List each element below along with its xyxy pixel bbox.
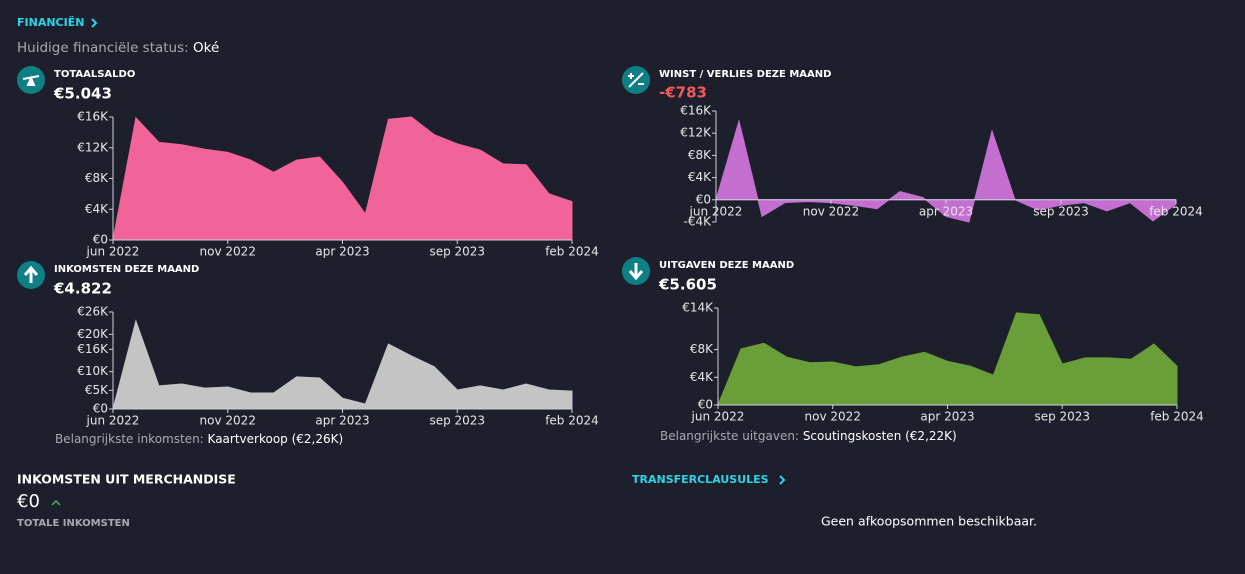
y-tick-label: €0 xyxy=(696,192,711,206)
area xyxy=(112,116,573,241)
note-label: Belangrijkste inkomsten: xyxy=(55,432,204,446)
chart-title: WINST / VERLIES DEZE MAAND xyxy=(659,69,831,80)
y-tick-label: €12K xyxy=(680,126,712,140)
y-tick-label: €16K xyxy=(77,342,109,356)
x-tick-label: jun 2022 xyxy=(691,410,745,424)
y-tick-label: €20K xyxy=(77,327,109,341)
y-tick-label: €14K xyxy=(682,301,714,315)
y-tick-label: €4K xyxy=(85,202,109,216)
x-tick-label: jun 2022 xyxy=(86,414,140,428)
x-tick-label: apr 2023 xyxy=(920,410,974,424)
x-tick-label: nov 2022 xyxy=(805,410,861,424)
icons xyxy=(17,66,650,289)
x-tick-label: apr 2023 xyxy=(315,245,369,259)
x-tick-label: nov 2022 xyxy=(200,414,256,428)
y-tick-label: €8K xyxy=(688,148,712,162)
x-tick-label: apr 2023 xyxy=(315,414,369,428)
y-tick-label: €0 xyxy=(93,233,108,247)
y-tick-label: €4K xyxy=(690,370,714,384)
x-tick-label: feb 2024 xyxy=(1150,410,1204,424)
x-tick-label: nov 2022 xyxy=(803,204,859,218)
headline-value: €5.043 xyxy=(53,85,112,103)
y-tick-label: €4K xyxy=(688,170,712,184)
area xyxy=(717,312,1178,406)
headline-value: -€783 xyxy=(659,84,707,102)
x-tick-label: feb 2024 xyxy=(1149,204,1203,218)
y-tick-label: €0 xyxy=(93,402,108,416)
note-label: Belangrijkste uitgaven: xyxy=(660,429,799,443)
icon-glyph xyxy=(628,72,644,88)
x-tick-label: jun 2022 xyxy=(689,204,743,218)
x-tick-label: sep 2023 xyxy=(429,414,485,428)
note-value: Kaartverkoop (€2,26K) xyxy=(208,432,344,446)
x-tick-label: jun 2022 xyxy=(86,245,140,259)
merch-value: €0 xyxy=(17,491,40,512)
y-tick-label: €5K xyxy=(85,383,109,397)
x-tick-label: sep 2023 xyxy=(1033,204,1089,218)
status-label: Huidige financiële status: xyxy=(17,40,189,56)
chevron[interactable] xyxy=(779,475,786,485)
status-value: Oké xyxy=(193,40,219,56)
x-tick-label: feb 2024 xyxy=(545,245,599,259)
y-tick-label: €0 xyxy=(698,398,713,412)
chevron[interactable] xyxy=(91,18,98,28)
empty-message: Geen afkoopsommen beschikbaar. xyxy=(821,514,1037,529)
y-tick-label: €8K xyxy=(85,171,109,185)
status: Huidige financiële status: Oké xyxy=(17,40,219,56)
headline-value: €5.605 xyxy=(658,276,717,294)
y-tick-label: -€4K xyxy=(684,215,713,229)
note: Belangrijkste inkomsten: Kaartverkoop (€… xyxy=(55,432,343,446)
x-tick-label: apr 2023 xyxy=(919,204,973,218)
y-tick-label: €26K xyxy=(77,305,109,319)
x-tick-label: sep 2023 xyxy=(1034,410,1090,424)
y-tick-label: €16K xyxy=(680,104,712,118)
headline-value: €4.822 xyxy=(53,280,112,298)
x-tick-label: sep 2023 xyxy=(429,245,485,259)
trend-caret xyxy=(51,499,61,506)
merch-title: INKOMSTEN UIT MERCHANDISE xyxy=(17,472,236,487)
y-tick-label: €8K xyxy=(690,342,714,356)
note: Belangrijkste uitgaven: Scoutingskosten … xyxy=(660,429,957,443)
merch-caption: TOTALE INKOMSTEN xyxy=(17,518,130,529)
note-value: Scoutingskosten (€2,22K) xyxy=(803,429,957,443)
icon-glyph xyxy=(23,265,39,283)
area xyxy=(112,319,573,410)
chart-title: INKOMSTEN DEZE MAAND xyxy=(54,264,199,275)
x-tick-label: nov 2022 xyxy=(200,245,256,259)
section-title[interactable]: TRANSFERCLAUSULES xyxy=(632,473,769,486)
y-tick-label: €16K xyxy=(77,110,109,124)
chart-title: TOTAALSALDO xyxy=(54,69,135,80)
x-tick-label: feb 2024 xyxy=(545,414,599,428)
y-tick-label: €10K xyxy=(77,364,109,378)
icon-glyph xyxy=(22,75,40,86)
section-title[interactable]: FINANCIËN xyxy=(17,15,84,29)
y-tick-label: €12K xyxy=(77,140,109,154)
chart-title: UITGAVEN DEZE MAAND xyxy=(659,260,794,271)
icon-glyph xyxy=(628,263,644,281)
